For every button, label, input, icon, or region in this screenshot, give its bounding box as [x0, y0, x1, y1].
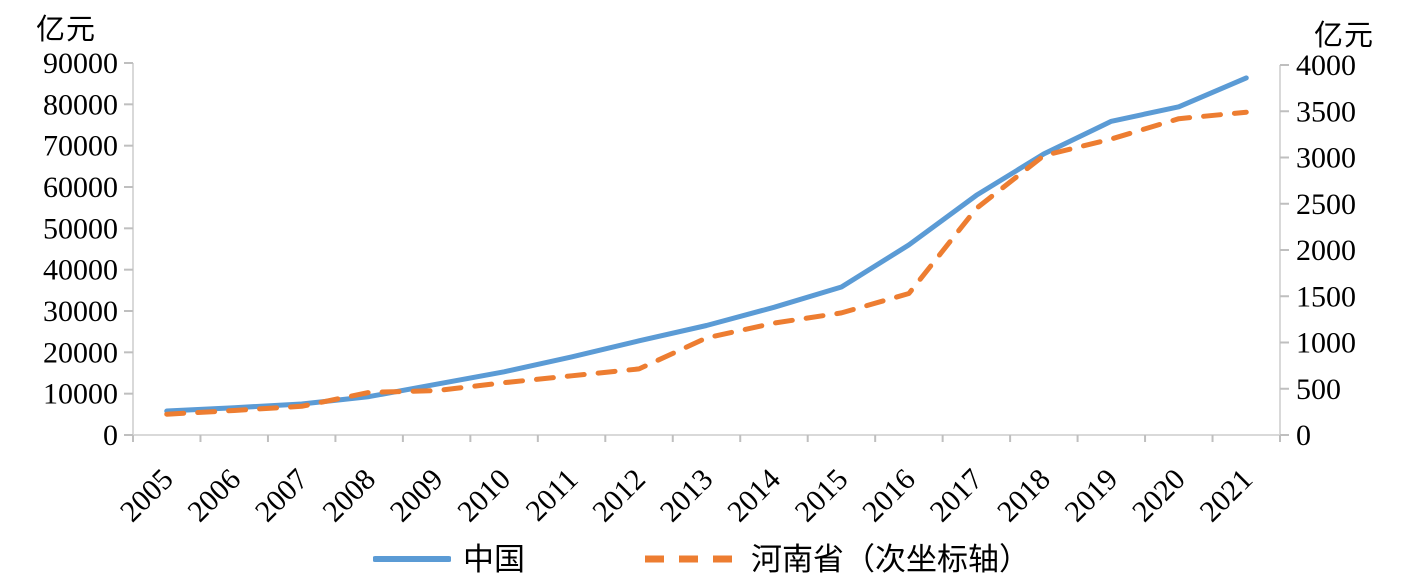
- right-axis-tick-label: 1000: [1296, 327, 1356, 360]
- legend-label-china: 中国: [463, 541, 525, 577]
- left-axis-tick-label: 30000: [43, 295, 118, 328]
- right-axis-tick-label: 4000: [1296, 49, 1356, 82]
- legend-item-china: 中国: [373, 544, 525, 575]
- left-axis-tick-label: 20000: [43, 336, 118, 369]
- right-axis-tick-label: 2000: [1296, 234, 1356, 267]
- x-axis-year-label: 2016: [856, 463, 922, 529]
- x-axis-year-label: 2009: [384, 463, 450, 529]
- left-axis-tick-label: 80000: [43, 88, 118, 121]
- x-axis-year-label: 2010: [451, 463, 517, 529]
- left-axis-tick-label: 10000: [43, 378, 118, 411]
- left-axis-tick-label: 50000: [43, 212, 118, 245]
- legend-label-henan: 河南省（次坐标轴）: [751, 541, 1030, 577]
- series-line-henan: [164, 109, 1249, 417]
- left-axis-title: 亿元: [36, 14, 97, 46]
- right-axis-title: 亿元: [1314, 20, 1375, 52]
- legend-swatch-dashed-line-icon: [645, 555, 737, 563]
- x-axis-year-label: 2020: [1126, 463, 1192, 529]
- left-axis-tick-label: 40000: [43, 254, 118, 287]
- left-axis-tick-label: 60000: [43, 171, 118, 204]
- right-axis-tick-label: 3500: [1296, 95, 1356, 128]
- x-axis-year-label: 2013: [654, 463, 720, 529]
- right-axis-tick-label: 500: [1296, 373, 1341, 406]
- left-axis-tick-label: 0: [103, 419, 118, 452]
- left-axis-tick-label: 70000: [43, 130, 118, 163]
- right-axis-tick-label: 2500: [1296, 188, 1356, 221]
- x-axis-year-label: 2017: [924, 463, 990, 529]
- right-axis-tick-label: 1500: [1296, 280, 1356, 313]
- right-axis-tick-label: 0: [1296, 419, 1311, 452]
- x-axis-year-label: 2015: [789, 463, 855, 529]
- legend-item-henan: 河南省（次坐标轴）: [643, 544, 1030, 575]
- x-axis-year-label: 2008: [316, 463, 382, 529]
- legend-swatch-solid-line-icon: [373, 556, 451, 562]
- left-axis-tick-label: 90000: [43, 47, 118, 80]
- right-axis-tick-label: 3000: [1296, 142, 1356, 175]
- x-axis-year-label: 2011: [520, 463, 585, 528]
- x-axis-year-label: 2007: [249, 463, 315, 529]
- legend: 中国 河南省（次坐标轴）: [0, 537, 1403, 581]
- x-axis-year-label: 2021: [1193, 463, 1259, 529]
- x-axis-year-label: 2005: [114, 463, 180, 529]
- x-axis-year-label: 2012: [586, 463, 652, 529]
- x-axis-year-label: 2018: [991, 463, 1057, 529]
- x-axis-year-label: 2019: [1059, 463, 1125, 529]
- series-line-china: [164, 75, 1249, 414]
- x-axis-year-label: 2014: [721, 463, 787, 529]
- x-axis-year-label: 2006: [181, 463, 247, 529]
